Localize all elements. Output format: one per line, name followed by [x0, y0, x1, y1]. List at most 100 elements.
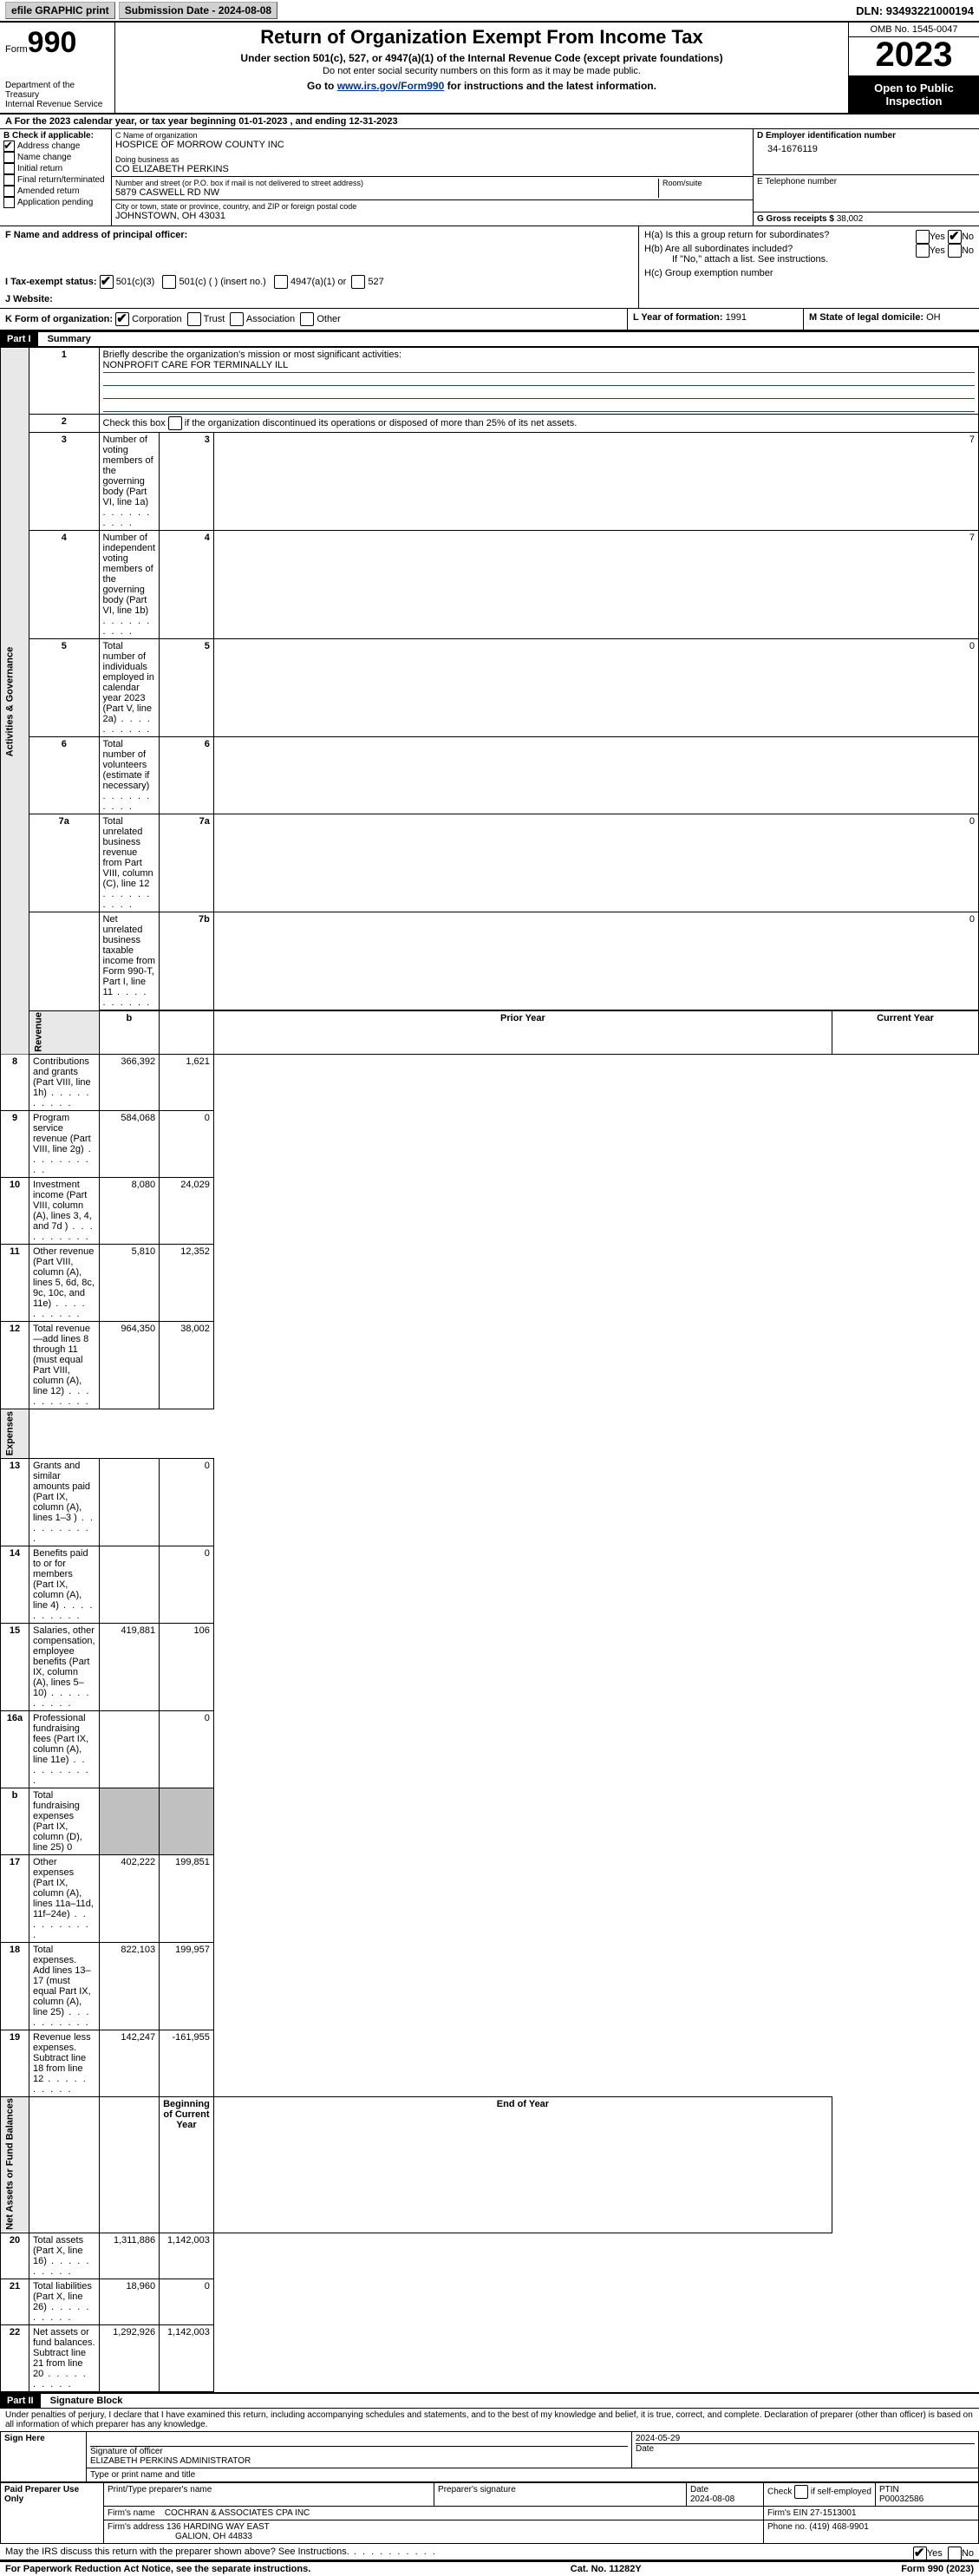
firm-addr1: 136 HARDING WAY EAST	[166, 2522, 270, 2532]
box-j: J Website:	[5, 294, 633, 304]
goto-link-row: Go to www.irs.gov/Form990 for instructio…	[122, 80, 841, 92]
part2-header: Part II Signature Block	[0, 2392, 979, 2409]
discuss-yes[interactable]	[913, 2547, 927, 2560]
vlabel-governance: Activities & Governance	[1, 348, 29, 1055]
501c-checkbox[interactable]	[162, 275, 176, 289]
boxb-check-4[interactable]	[3, 186, 15, 197]
trust-checkbox[interactable]	[187, 312, 201, 326]
revenue-row: 8Contributions and grants (Part VIII, li…	[1, 1055, 979, 1111]
sign-here: Sign Here	[1, 2431, 87, 2481]
boxb-check-3[interactable]	[3, 174, 15, 186]
vlabel-revenue: Revenue	[29, 1010, 100, 1055]
expense-row: 18Total expenses. Add lines 13–17 (must …	[1, 1942, 979, 2030]
prep-date: 2024-08-08	[690, 2494, 734, 2504]
officer-name: ELIZABETH PERKINS ADMINISTRATOR	[90, 2456, 628, 2466]
boxb-check-1[interactable]	[3, 152, 15, 163]
page-footer: For Paperwork Reduction Act Notice, see …	[0, 2561, 979, 2576]
addr-label: Number and street (or P.O. box if mail i…	[115, 179, 655, 187]
preparer-table: Paid Preparer Use Only Print/Type prepar…	[0, 2482, 979, 2544]
527-checkbox[interactable]	[351, 275, 365, 289]
org-name-label: C Name of organization	[115, 131, 749, 140]
col-current: Current Year	[832, 1010, 979, 1055]
dba-label: Doing business as	[115, 155, 749, 164]
net-row: 21Total liabilities (Part X, line 26)18,…	[1, 2279, 979, 2324]
boxb-item: Address change	[3, 141, 108, 152]
firm-ein: 27-1513001	[810, 2508, 856, 2518]
dln-label: DLN:	[856, 4, 883, 17]
corp-checkbox[interactable]	[115, 312, 129, 326]
domicile: OH	[926, 312, 941, 323]
dln-value: 93493221000194	[886, 4, 974, 17]
hc-label: H(c) Group exemption number	[644, 268, 974, 278]
self-employed: Check if self-employed	[764, 2482, 876, 2506]
entity-block: B Check if applicable: Address changeNam…	[0, 129, 979, 226]
expense-row: 14Benefits paid to or for members (Part …	[1, 1546, 979, 1623]
boxb-check-5[interactable]	[3, 197, 15, 208]
org-name: HOSPICE OF MORROW COUNTY INC	[115, 140, 749, 150]
boxb-item: Final return/terminated	[3, 174, 108, 186]
paid-preparer-label: Paid Preparer Use Only	[1, 2482, 104, 2543]
vlabel-net: Net Assets or Fund Balances	[1, 2096, 29, 2233]
part1-header: Part I Summary	[0, 330, 979, 347]
expense-row: 15Salaries, other compensation, employee…	[1, 1623, 979, 1710]
dba-value: CO ELIZABETH PERKINS	[115, 164, 749, 174]
other-checkbox[interactable]	[300, 312, 314, 326]
topbar: efile GRAPHIC print Submission Date - 20…	[0, 0, 979, 23]
boxb-item: Name change	[3, 152, 108, 163]
expense-row: bTotal fundraising expenses (Part IX, co…	[1, 1788, 979, 1854]
ha-label: H(a) Is this a group return for subordin…	[644, 230, 829, 240]
discuss-row: May the IRS discuss this return with the…	[0, 2544, 979, 2561]
boxb-check-2[interactable]	[3, 163, 15, 174]
hb-label: H(b) Are all subordinates included?	[644, 244, 793, 254]
gross-value: 38,002	[837, 214, 864, 224]
discontinued-checkbox[interactable]	[168, 416, 182, 430]
open-inspection: Open to Public Inspection	[849, 76, 979, 113]
form-number: Form990	[5, 26, 109, 60]
perjury-text: Under penalties of perjury, I declare th…	[0, 2409, 979, 2431]
4947-checkbox[interactable]	[274, 275, 288, 289]
gross-label: G Gross receipts $	[757, 214, 834, 224]
year-formation: 1991	[726, 312, 747, 323]
dept-label: Department of the Treasury Internal Reve…	[5, 81, 109, 109]
year-formation-label: L Year of formation:	[633, 312, 726, 323]
officer-label: F Name and address of principal officer:	[5, 230, 633, 240]
form-footer: Form 990 (2023)	[901, 2564, 974, 2574]
hb-no[interactable]	[948, 244, 962, 258]
expense-row: 13Grants and similar amounts paid (Part …	[1, 1458, 979, 1546]
form-title: Return of Organization Exempt From Incom…	[122, 26, 841, 49]
room-label: Room/suite	[662, 179, 749, 187]
revenue-row: 11Other revenue (Part VIII, column (A), …	[1, 1245, 979, 1322]
hb-yes[interactable]	[916, 244, 930, 258]
domicile-label: M State of legal domicile:	[809, 312, 926, 323]
signature-table: Sign Here Signature of officer ELIZABETH…	[0, 2431, 979, 2482]
discuss-no[interactable]	[948, 2547, 962, 2560]
ha-yes[interactable]	[916, 230, 930, 244]
boxb-item: Amended return	[3, 186, 108, 197]
box-i: I Tax-exempt status: 501(c)(3) 501(c) ( …	[5, 275, 633, 289]
city-label: City or town, state or province, country…	[115, 202, 749, 211]
irs-link[interactable]: www.irs.gov/Form990	[337, 80, 445, 92]
vlabel-expenses: Expenses	[1, 1409, 29, 1458]
col-prior: Prior Year	[213, 1010, 832, 1055]
sign-date-label: Date	[636, 2444, 975, 2454]
revenue-row: 9Program service revenue (Part VIII, lin…	[1, 1111, 979, 1178]
type-name-label: Type or print name and title	[87, 2468, 979, 2481]
firm-addr2: GALION, OH 44833	[108, 2532, 252, 2541]
expense-row: 19Revenue less expenses. Subtract line 1…	[1, 2030, 979, 2096]
boxb-item: Initial return	[3, 163, 108, 174]
501c3-checkbox[interactable]	[100, 275, 114, 289]
assoc-checkbox[interactable]	[230, 312, 244, 326]
expense-row: 16aProfessional fundraising fees (Part I…	[1, 1710, 979, 1788]
prep-name-label: Print/Type preparer's name	[104, 2482, 434, 2506]
submission-date: Submission Date - 2024-08-08	[119, 2, 277, 19]
firm-name: COCHRAN & ASSOCIATES CPA INC	[165, 2508, 310, 2518]
summary-table: Activities & Governance 1 Briefly descri…	[0, 347, 979, 2392]
self-checkbox[interactable]	[794, 2485, 808, 2499]
ha-no[interactable]	[948, 230, 962, 244]
efile-print-button[interactable]: efile GRAPHIC print	[5, 2, 115, 19]
sig-officer-label: Signature of officer	[90, 2447, 628, 2456]
net-row: 20Total assets (Part X, line 16)1,311,88…	[1, 2233, 979, 2279]
dln: DLN: 93493221000194	[856, 4, 974, 17]
klm-block: K Form of organization: Corporation Trus…	[0, 309, 979, 330]
boxb-check-0[interactable]	[3, 141, 15, 152]
